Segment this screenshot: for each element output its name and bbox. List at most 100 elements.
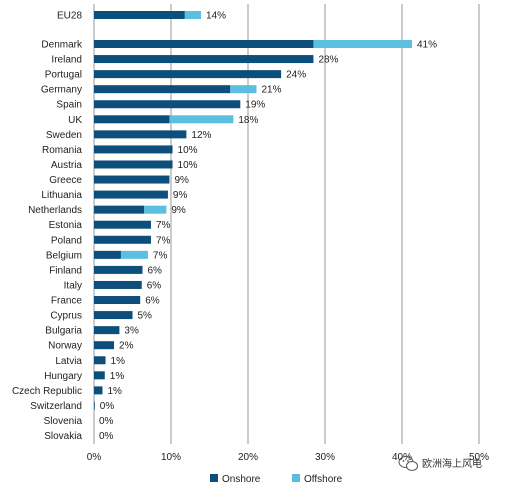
bar-onshore (94, 280, 142, 289)
legend-label-onshore: Onshore (222, 474, 261, 485)
data-label: 7% (156, 235, 171, 246)
data-label: 24% (286, 70, 306, 81)
bar-onshore (94, 175, 170, 184)
data-label: 5% (138, 311, 153, 322)
category-label: UK (68, 115, 82, 126)
bar-offshore (230, 85, 257, 94)
data-label: 1% (110, 371, 125, 382)
bar-onshore (94, 326, 120, 335)
bar-onshore (94, 265, 143, 274)
category-label: Hungary (44, 371, 82, 382)
category-label: Austria (51, 160, 83, 171)
data-label: 28% (318, 55, 338, 66)
watermark: 欧洲海上风电 (398, 456, 482, 471)
data-label: 21% (261, 85, 281, 96)
bar-onshore (94, 55, 314, 64)
bar-onshore (94, 160, 173, 169)
category-label: Netherlands (28, 205, 82, 216)
bar-onshore (94, 11, 185, 19)
data-label: 7% (153, 250, 168, 261)
category-label: EU28 (57, 11, 82, 22)
data-label: 19% (245, 100, 265, 111)
legend-swatch-offshore (292, 474, 300, 482)
category-label: Portugal (45, 70, 82, 81)
data-label: 6% (148, 265, 163, 276)
data-label: 6% (147, 280, 162, 291)
bar-onshore (94, 220, 151, 229)
category-label: Denmark (41, 40, 83, 51)
category-label: Poland (51, 235, 82, 246)
bar-onshore (94, 100, 241, 109)
data-label: 9% (171, 205, 186, 216)
category-label: Norway (48, 341, 82, 352)
category-label: Czech Republic (12, 386, 82, 397)
legend-label-offshore: Offshore (304, 474, 343, 485)
data-label: 10% (178, 160, 198, 171)
bar-onshore (94, 341, 115, 350)
legend-swatch-onshore (210, 474, 218, 482)
data-label: 0% (99, 431, 114, 442)
category-label: Belgium (46, 250, 82, 261)
data-label: 1% (111, 356, 126, 367)
category-label: Finland (49, 265, 82, 276)
x-tick-label: 50% (469, 452, 489, 463)
data-label: 2% (119, 341, 134, 352)
category-label: Slovenia (44, 416, 83, 427)
category-label: Italy (64, 280, 82, 291)
category-label: Slovakia (44, 431, 82, 442)
bar-offshore (144, 205, 167, 214)
x-tick-label: 10% (161, 452, 181, 463)
data-label: 9% (173, 190, 188, 201)
bar-onshore (94, 70, 282, 79)
bar-onshore (94, 145, 173, 154)
category-label: Latvia (55, 356, 82, 367)
category-label: Sweden (46, 130, 82, 141)
bar-onshore (94, 235, 151, 244)
category-label: Switzerland (30, 401, 82, 412)
category-label: Lithuania (41, 190, 82, 201)
category-label: Estonia (49, 220, 83, 231)
bar-onshore (94, 250, 121, 259)
bar-onshore (94, 205, 145, 214)
bar-onshore (94, 40, 314, 48)
legend: Onshore Offshore (210, 474, 343, 485)
data-labels: 14%41%28%24%21%19%18%12%10%10%9%9%9%7%7%… (99, 11, 437, 443)
bar-offshore (184, 11, 202, 19)
bar-onshore (94, 190, 168, 199)
watermark-text: 欧洲海上风电 (422, 457, 482, 470)
category-label: Cyprus (50, 311, 82, 322)
x-tick-label: 20% (238, 452, 258, 463)
category-label: Spain (56, 100, 82, 111)
category-label: Greece (49, 175, 82, 186)
bar-onshore (94, 85, 231, 94)
bar-onshore (94, 130, 187, 139)
bar-onshore (94, 115, 170, 124)
data-label: 0% (99, 416, 114, 427)
data-label: 18% (238, 115, 258, 126)
bar-onshore (94, 296, 141, 305)
data-label: 7% (156, 220, 171, 231)
bar-offshore (313, 40, 413, 48)
category-label: Romania (42, 145, 82, 156)
data-label: 1% (107, 386, 122, 397)
category-labels: EU28 Denmark Ireland Portugal Germany Spain UK… (12, 11, 83, 443)
bar-onshore (94, 311, 133, 320)
category-label: France (51, 296, 83, 307)
data-label: 41% (417, 40, 437, 51)
data-label: 6% (145, 296, 160, 307)
data-label: 12% (191, 130, 211, 141)
data-label: 0% (100, 401, 115, 412)
data-label: 10% (178, 145, 198, 156)
data-label: 9% (174, 175, 189, 186)
bar-onshore (94, 401, 95, 410)
bar-onshore (94, 356, 106, 365)
x-tick-label: 30% (315, 452, 335, 463)
x-tick-label: 0% (87, 452, 102, 463)
category-label: Bulgaria (45, 326, 82, 337)
wechat-icon (398, 456, 418, 471)
bar-onshore (94, 386, 103, 395)
bars (94, 11, 413, 410)
data-label: 3% (124, 326, 139, 337)
bar-offshore (120, 250, 148, 259)
category-label: Germany (41, 85, 82, 96)
